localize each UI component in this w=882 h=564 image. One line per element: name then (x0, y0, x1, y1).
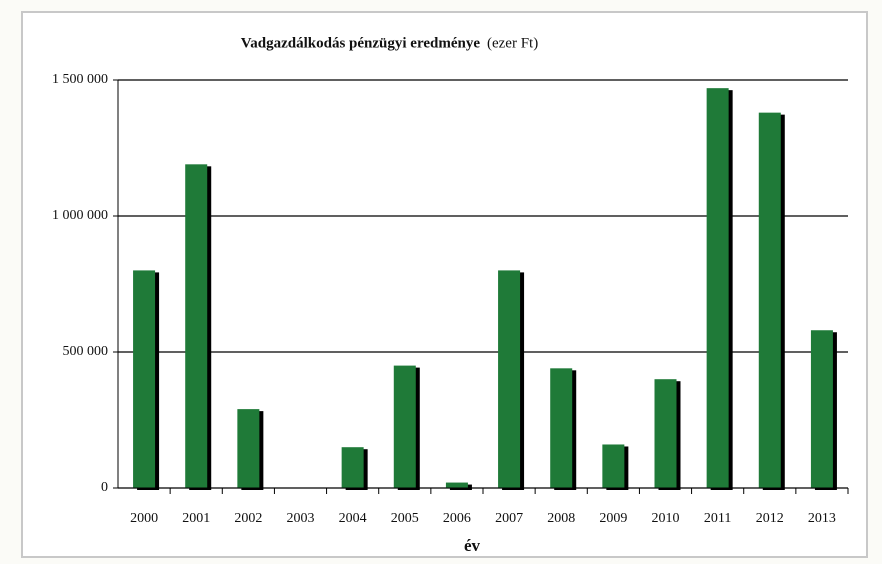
bar (341, 447, 364, 488)
bar (393, 365, 416, 488)
x-tick-label: 2000 (130, 511, 158, 526)
y-tick-label: 500 000 (63, 344, 109, 359)
chart-title: Vadgazdálkodás pénzügyi eredménye (241, 35, 481, 51)
bar (810, 330, 833, 488)
x-axis-label: év (464, 536, 481, 555)
x-tick-label: 2006 (443, 511, 471, 526)
x-tick-label: 2012 (756, 511, 784, 526)
bar (602, 444, 625, 488)
x-tick-label: 2002 (234, 511, 262, 526)
y-tick-label: 1 500 000 (52, 72, 108, 87)
x-tick-label: 2003 (287, 511, 315, 526)
bar (185, 164, 208, 488)
x-tick-label: 2009 (599, 511, 627, 526)
x-tick-label: 2001 (182, 511, 210, 526)
bar (445, 482, 468, 488)
bar (706, 88, 729, 488)
x-tick-label: 2004 (339, 511, 367, 526)
x-tick-label: 2008 (547, 511, 575, 526)
bar (758, 112, 781, 488)
y-tick-label: 0 (101, 480, 108, 495)
x-tick-label: 2013 (808, 511, 836, 526)
y-tick-label: 1 000 000 (52, 208, 108, 223)
x-tick-label: 2007 (495, 511, 523, 526)
bar (550, 368, 573, 488)
bar (654, 379, 677, 488)
x-tick-label: 2005 (391, 511, 419, 526)
bar (498, 270, 521, 488)
x-tick-label: 2010 (652, 511, 680, 526)
bar (133, 270, 156, 488)
bar (237, 409, 260, 488)
x-tick-label: 2011 (704, 511, 731, 526)
chart-title-unit: (ezer Ft) (487, 35, 538, 51)
